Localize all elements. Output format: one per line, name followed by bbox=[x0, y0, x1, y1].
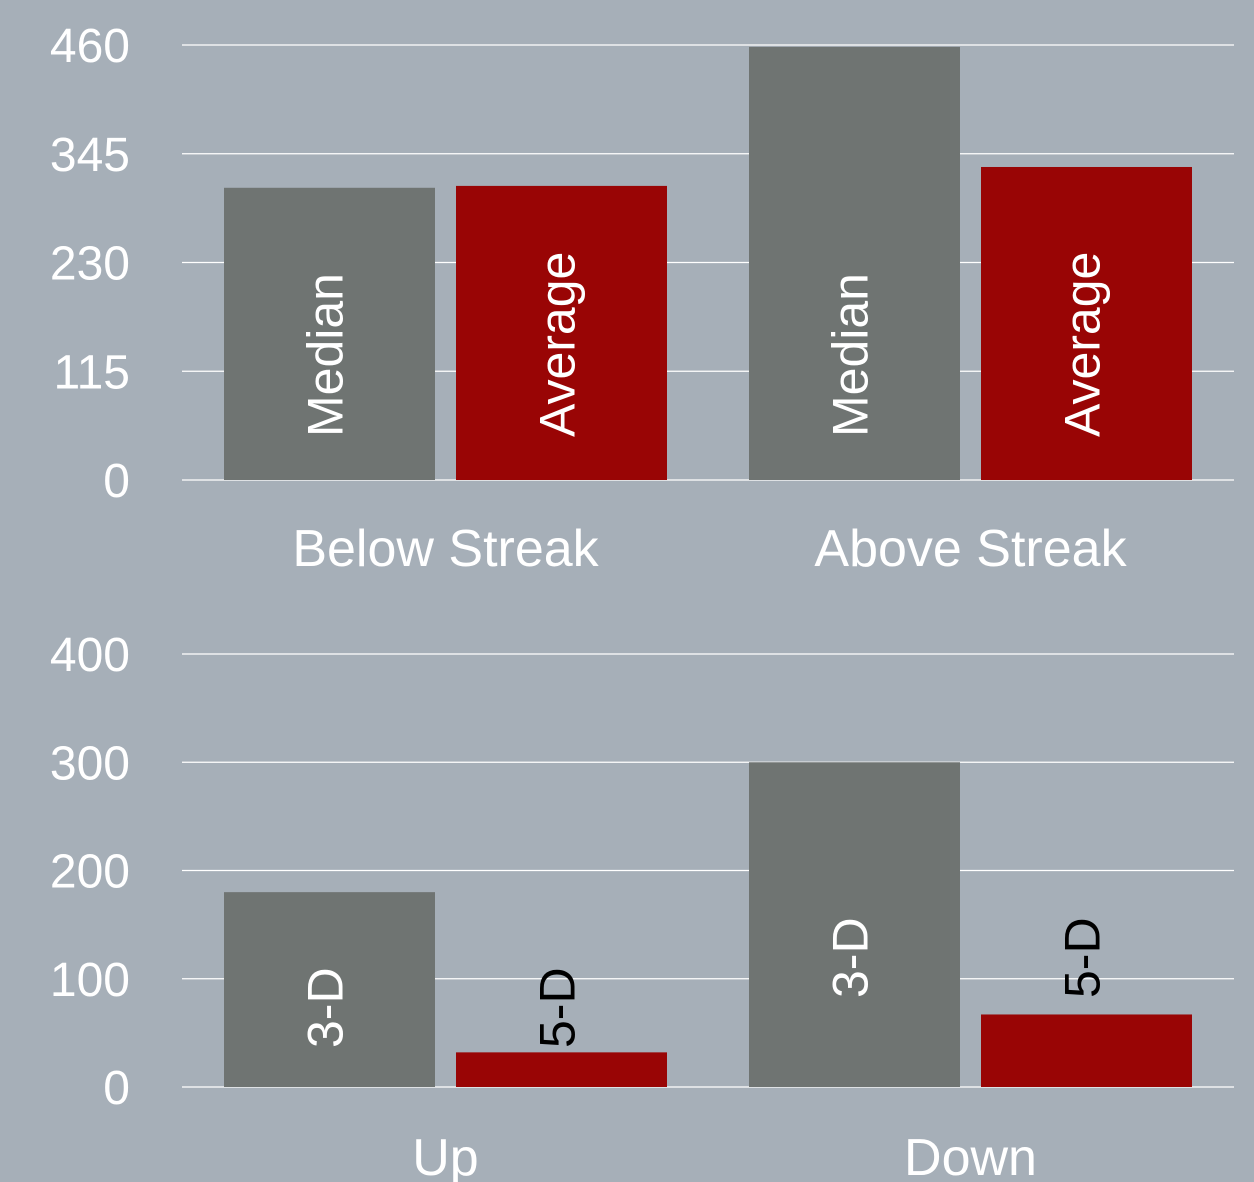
bar-series-label: Median bbox=[823, 273, 879, 437]
bar-series-label: 5-D bbox=[1055, 917, 1111, 998]
bar-series-label: 5-D bbox=[530, 967, 586, 1048]
y-tick-label: 0 bbox=[103, 1062, 130, 1115]
bar bbox=[749, 762, 960, 1087]
x-tick-label: Above Streak bbox=[814, 520, 1127, 578]
bar-series-label: Median bbox=[298, 273, 354, 437]
y-tick-label: 100 bbox=[50, 954, 130, 1007]
y-tick-label: 230 bbox=[50, 238, 130, 291]
y-tick-label: 0 bbox=[103, 455, 130, 508]
bar bbox=[456, 1052, 667, 1087]
bar bbox=[749, 46, 960, 481]
y-tick-label: 115 bbox=[53, 346, 130, 399]
bar bbox=[456, 185, 667, 481]
x-tick-label: Up bbox=[412, 1129, 478, 1182]
y-tick-label: 400 bbox=[50, 629, 130, 682]
y-tick-label: 300 bbox=[50, 737, 130, 790]
x-tick-label: Down bbox=[904, 1129, 1037, 1182]
y-tick-label: 200 bbox=[50, 846, 130, 899]
bar bbox=[981, 166, 1192, 480]
bar-series-label: 3-D bbox=[823, 917, 879, 998]
y-tick-label: 345 bbox=[50, 129, 130, 182]
bar bbox=[224, 187, 435, 481]
bar-series-label: 3-D bbox=[298, 967, 354, 1048]
y-tick-label: 460 bbox=[50, 20, 130, 73]
bar-series-label: Average bbox=[530, 252, 586, 437]
x-tick-label: Below Streak bbox=[292, 520, 599, 578]
bar bbox=[981, 1014, 1192, 1087]
bar bbox=[224, 892, 435, 1087]
bar-series-label: Average bbox=[1055, 252, 1111, 437]
